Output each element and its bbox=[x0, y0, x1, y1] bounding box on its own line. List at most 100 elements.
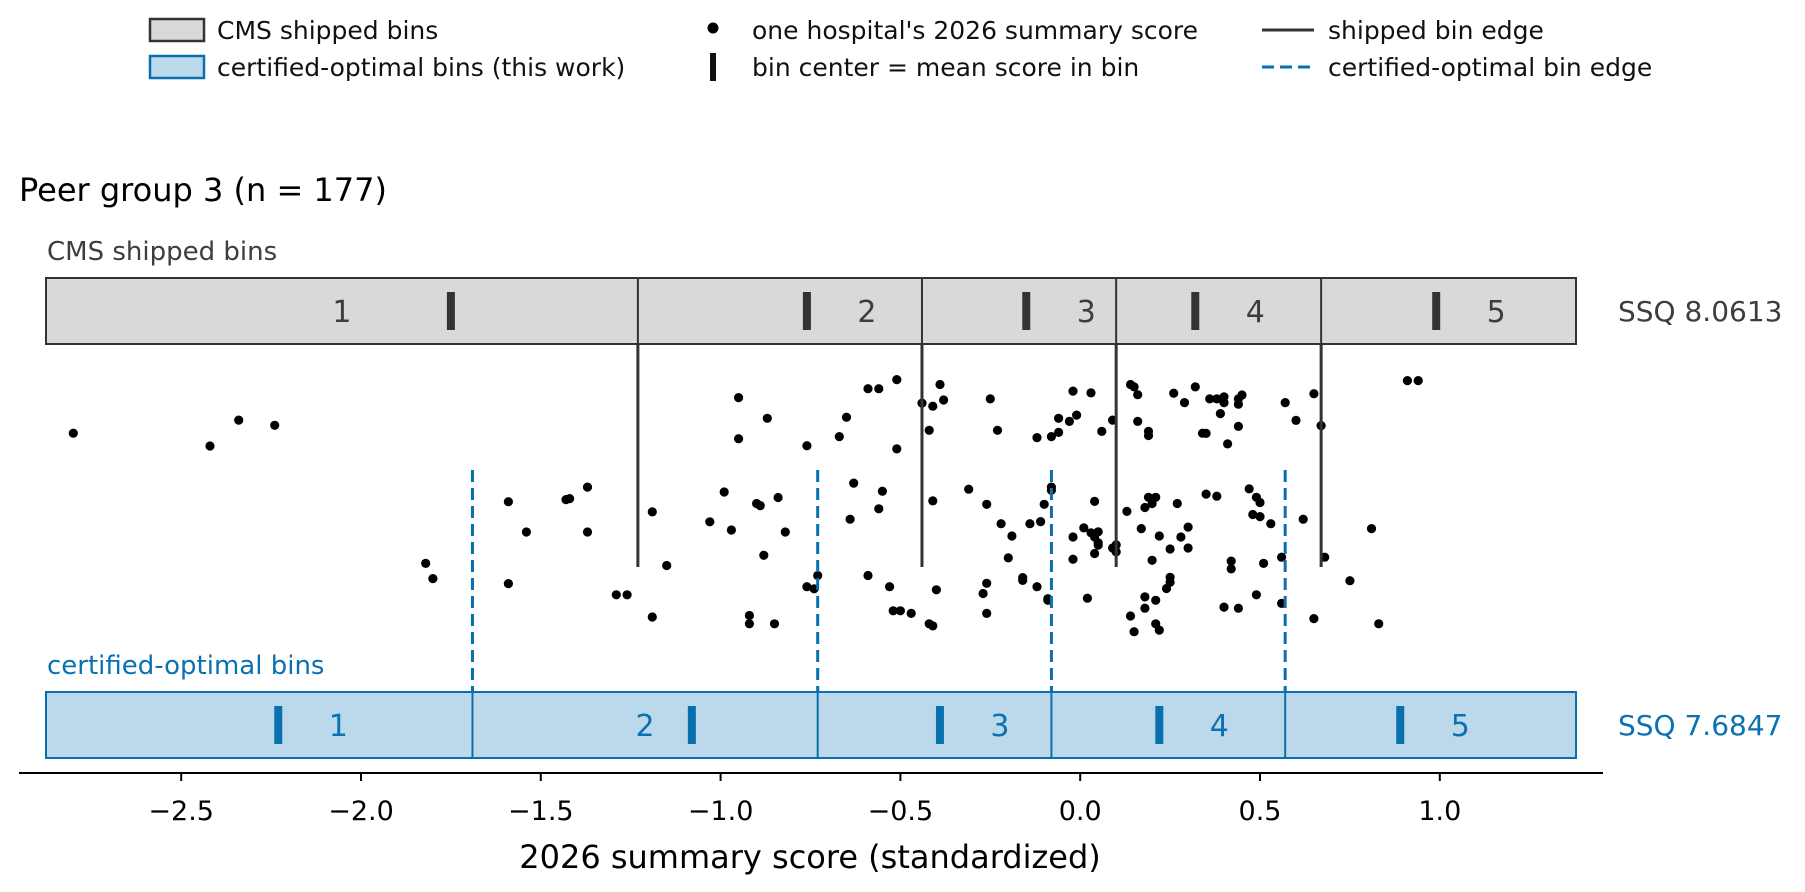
data-point bbox=[802, 582, 812, 592]
data-point bbox=[1093, 540, 1103, 550]
data-point bbox=[1165, 572, 1175, 582]
data-point bbox=[1068, 532, 1078, 542]
data-point bbox=[521, 527, 532, 537]
shipped-bin-center-marker bbox=[446, 292, 455, 330]
shipped-bin-center-marker bbox=[802, 292, 811, 330]
data-point bbox=[1036, 517, 1046, 527]
data-point bbox=[1255, 511, 1265, 522]
shipped-bin-number: 4 bbox=[1246, 295, 1265, 330]
x-axis-label: 2026 summary score (standardized) bbox=[519, 838, 1101, 876]
shipped-bins-box bbox=[45, 277, 1577, 345]
data-point bbox=[1032, 433, 1042, 443]
data-point bbox=[582, 482, 593, 492]
data-point bbox=[978, 588, 988, 599]
optimal-bin-center-marker bbox=[687, 706, 696, 744]
data-point bbox=[1018, 573, 1028, 583]
data-point bbox=[1223, 439, 1233, 449]
shipped-bins-label: CMS shipped bins bbox=[47, 237, 277, 267]
data-point bbox=[1233, 421, 1243, 431]
data-point bbox=[1039, 499, 1049, 509]
data-point bbox=[1032, 582, 1042, 592]
data-point bbox=[1068, 554, 1078, 564]
data-point bbox=[780, 527, 790, 537]
data-point bbox=[1255, 497, 1265, 508]
data-point bbox=[1079, 523, 1089, 533]
data-point bbox=[964, 484, 974, 494]
data-point bbox=[734, 393, 744, 403]
data-point bbox=[428, 574, 438, 584]
data-point bbox=[996, 519, 1006, 529]
optimal-bin-number: 3 bbox=[990, 709, 1009, 744]
data-point bbox=[503, 497, 513, 507]
optimal-ssq-label: SSQ 7.6847 bbox=[1618, 709, 1782, 742]
optimal-bins-box bbox=[45, 691, 1577, 759]
x-tick-label: 0.5 bbox=[1239, 796, 1282, 827]
data-point bbox=[1154, 531, 1164, 541]
data-point bbox=[1165, 544, 1175, 554]
data-point bbox=[1402, 376, 1412, 386]
data-point bbox=[503, 579, 513, 589]
data-point bbox=[1090, 548, 1100, 559]
data-point bbox=[1244, 484, 1254, 494]
data-point bbox=[1136, 524, 1146, 534]
data-point bbox=[1219, 602, 1229, 612]
data-point bbox=[841, 412, 852, 422]
data-point bbox=[1201, 428, 1211, 438]
data-point bbox=[885, 582, 895, 592]
data-point bbox=[874, 504, 884, 514]
optimal-bin-center-marker bbox=[274, 706, 283, 744]
data-point bbox=[1201, 489, 1211, 499]
data-point bbox=[1183, 543, 1193, 553]
shipped-bin-number: 3 bbox=[1077, 295, 1096, 330]
data-point bbox=[1125, 611, 1136, 621]
legend-optimal-swatch bbox=[148, 54, 206, 80]
shipped-ssq-label: SSQ 8.0613 bbox=[1618, 295, 1782, 328]
data-point bbox=[982, 578, 992, 588]
data-point bbox=[1345, 576, 1355, 586]
data-point bbox=[982, 499, 992, 509]
data-point bbox=[928, 621, 938, 631]
data-point bbox=[1248, 509, 1258, 520]
data-point bbox=[928, 401, 938, 411]
data-point bbox=[1291, 415, 1301, 425]
data-point bbox=[744, 610, 755, 621]
data-point bbox=[759, 550, 769, 560]
data-point bbox=[755, 501, 765, 511]
optimal-bins-label: certified-optimal bins bbox=[47, 651, 324, 681]
shipped-bin-center-marker bbox=[1432, 292, 1441, 330]
data-point bbox=[895, 606, 906, 616]
data-point bbox=[985, 394, 995, 404]
data-point bbox=[773, 492, 783, 503]
data-point bbox=[270, 420, 280, 430]
data-point bbox=[1054, 427, 1064, 437]
data-point bbox=[1072, 410, 1082, 420]
data-point bbox=[622, 590, 632, 600]
legend-label: certified-optimal bins (this work) bbox=[217, 53, 625, 82]
x-tick-label: 0.0 bbox=[1059, 796, 1102, 827]
legend-label: bin center = mean score in bin bbox=[752, 53, 1139, 82]
data-point bbox=[992, 425, 1003, 435]
data-point bbox=[421, 558, 431, 569]
data-point bbox=[924, 425, 934, 435]
data-point bbox=[1064, 416, 1074, 426]
shipped-bin-number: 2 bbox=[857, 295, 876, 330]
data-point bbox=[888, 606, 898, 616]
x-tick-label: −0.5 bbox=[868, 796, 934, 827]
data-point bbox=[1129, 627, 1139, 637]
data-point bbox=[762, 413, 772, 423]
data-point bbox=[1086, 388, 1096, 398]
data-point bbox=[234, 415, 244, 425]
data-point bbox=[1226, 564, 1236, 574]
data-point bbox=[1147, 555, 1157, 565]
data-point bbox=[863, 570, 873, 581]
optimal-bin-number: 1 bbox=[329, 709, 348, 744]
data-point bbox=[802, 441, 812, 451]
data-point bbox=[1212, 491, 1222, 501]
data-point bbox=[1151, 595, 1161, 605]
data-point bbox=[1309, 389, 1319, 399]
data-point bbox=[1151, 492, 1161, 502]
legend-shipped-swatch bbox=[148, 17, 206, 43]
optimal-bin-number: 5 bbox=[1451, 709, 1470, 744]
